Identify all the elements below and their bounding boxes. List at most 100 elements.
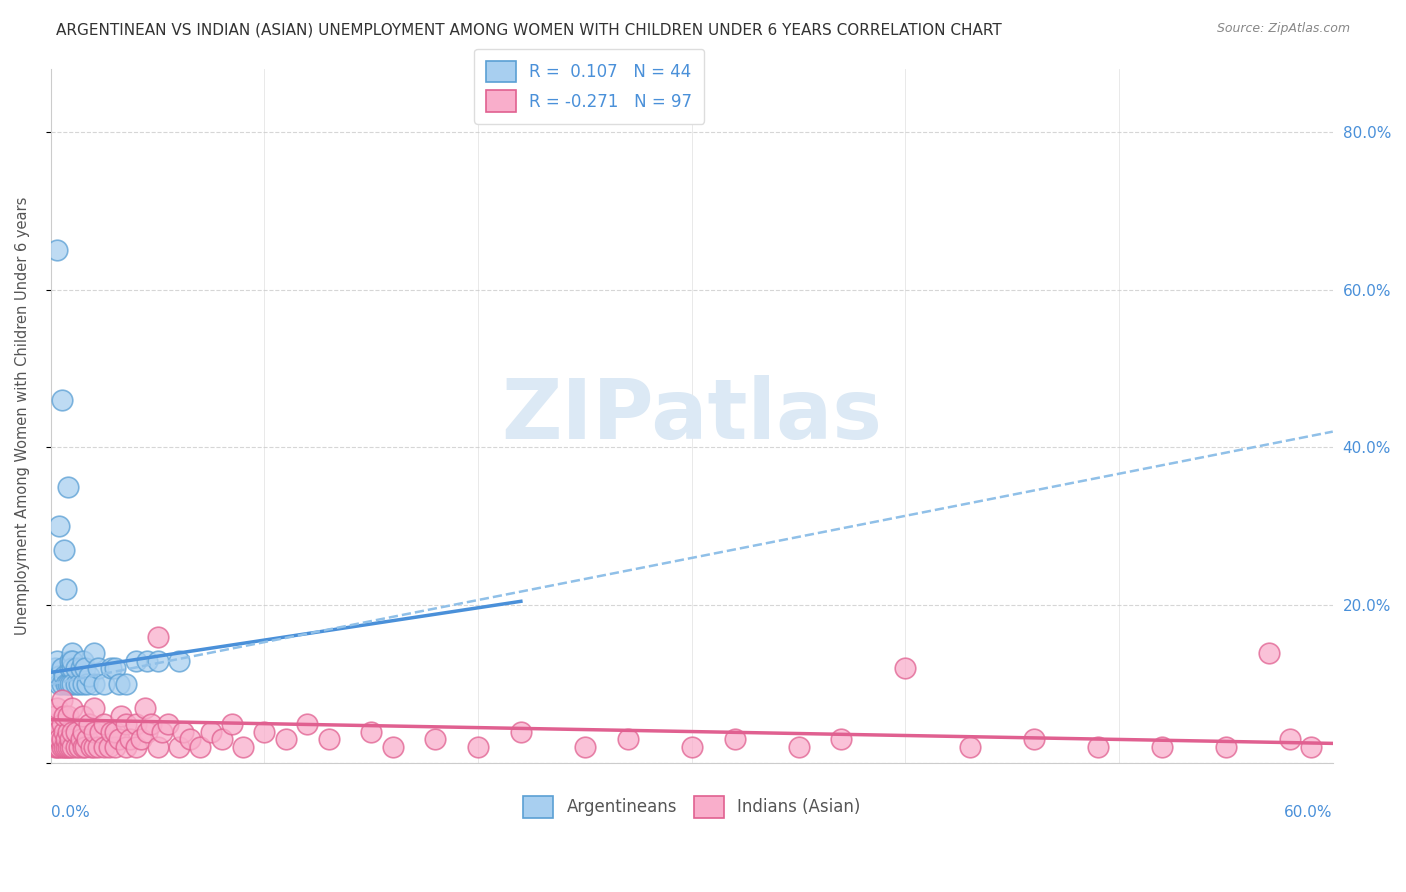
Point xyxy=(125,653,148,667)
Text: 0.0%: 0.0% xyxy=(51,805,90,820)
Point xyxy=(51,740,73,755)
Point xyxy=(46,653,69,667)
Point xyxy=(51,732,73,747)
Point xyxy=(146,630,169,644)
Point xyxy=(87,661,110,675)
Point xyxy=(59,661,82,675)
Point xyxy=(52,724,75,739)
Point xyxy=(136,724,159,739)
Point xyxy=(52,543,75,558)
Point xyxy=(79,669,101,683)
Point xyxy=(114,716,136,731)
Point xyxy=(59,677,82,691)
Point xyxy=(104,724,127,739)
Point xyxy=(46,740,69,755)
Point xyxy=(72,708,94,723)
Point xyxy=(55,740,77,755)
Point xyxy=(73,740,96,755)
Point xyxy=(574,740,596,755)
Point xyxy=(73,661,96,675)
Point xyxy=(125,716,148,731)
Point xyxy=(179,732,201,747)
Point xyxy=(65,724,87,739)
Point xyxy=(1279,732,1302,747)
Point xyxy=(425,732,447,747)
Point xyxy=(52,669,75,683)
Point xyxy=(83,724,105,739)
Point xyxy=(46,701,69,715)
Y-axis label: Unemployment Among Women with Children Under 6 years: Unemployment Among Women with Children U… xyxy=(15,196,30,635)
Point xyxy=(76,732,98,747)
Point xyxy=(46,732,69,747)
Point xyxy=(253,724,276,739)
Point xyxy=(67,740,90,755)
Point xyxy=(48,732,70,747)
Point xyxy=(190,740,212,755)
Point xyxy=(60,724,83,739)
Point xyxy=(172,724,194,739)
Point xyxy=(60,740,83,755)
Point xyxy=(93,740,115,755)
Point xyxy=(65,677,87,691)
Point xyxy=(110,708,132,723)
Point xyxy=(125,740,148,755)
Point xyxy=(787,740,810,755)
Point xyxy=(60,661,83,675)
Point xyxy=(93,677,115,691)
Point xyxy=(59,653,82,667)
Point xyxy=(1257,646,1279,660)
Point xyxy=(48,677,70,691)
Point xyxy=(44,708,66,723)
Point xyxy=(93,716,115,731)
Point xyxy=(79,716,101,731)
Point xyxy=(114,740,136,755)
Point xyxy=(1150,740,1173,755)
Point xyxy=(150,724,173,739)
Point xyxy=(1215,740,1237,755)
Point xyxy=(232,740,254,755)
Point xyxy=(114,677,136,691)
Point xyxy=(318,732,340,747)
Point xyxy=(72,740,94,755)
Point xyxy=(59,740,82,755)
Text: ZIPatlas: ZIPatlas xyxy=(502,376,883,457)
Point xyxy=(55,582,77,597)
Point xyxy=(60,646,83,660)
Point xyxy=(80,740,103,755)
Point xyxy=(56,677,79,691)
Point xyxy=(146,740,169,755)
Point xyxy=(76,677,98,691)
Point xyxy=(46,243,69,257)
Point xyxy=(65,661,87,675)
Point xyxy=(136,653,159,667)
Point xyxy=(97,740,120,755)
Point xyxy=(83,677,105,691)
Point xyxy=(72,653,94,667)
Point xyxy=(381,740,404,755)
Point xyxy=(200,724,222,739)
Point xyxy=(157,716,180,731)
Point xyxy=(274,732,297,747)
Point xyxy=(42,732,65,747)
Point xyxy=(65,740,87,755)
Point xyxy=(42,724,65,739)
Point xyxy=(959,740,981,755)
Text: 60.0%: 60.0% xyxy=(1284,805,1333,820)
Point xyxy=(83,701,105,715)
Point xyxy=(118,732,141,747)
Point xyxy=(167,740,190,755)
Point xyxy=(360,724,382,739)
Point xyxy=(108,677,131,691)
Point xyxy=(60,701,83,715)
Point xyxy=(211,732,233,747)
Point xyxy=(87,740,110,755)
Point xyxy=(55,677,77,691)
Point xyxy=(56,480,79,494)
Point xyxy=(48,740,70,755)
Point xyxy=(1022,732,1045,747)
Point xyxy=(59,732,82,747)
Point xyxy=(51,693,73,707)
Point xyxy=(509,724,531,739)
Point xyxy=(830,732,852,747)
Point xyxy=(467,740,489,755)
